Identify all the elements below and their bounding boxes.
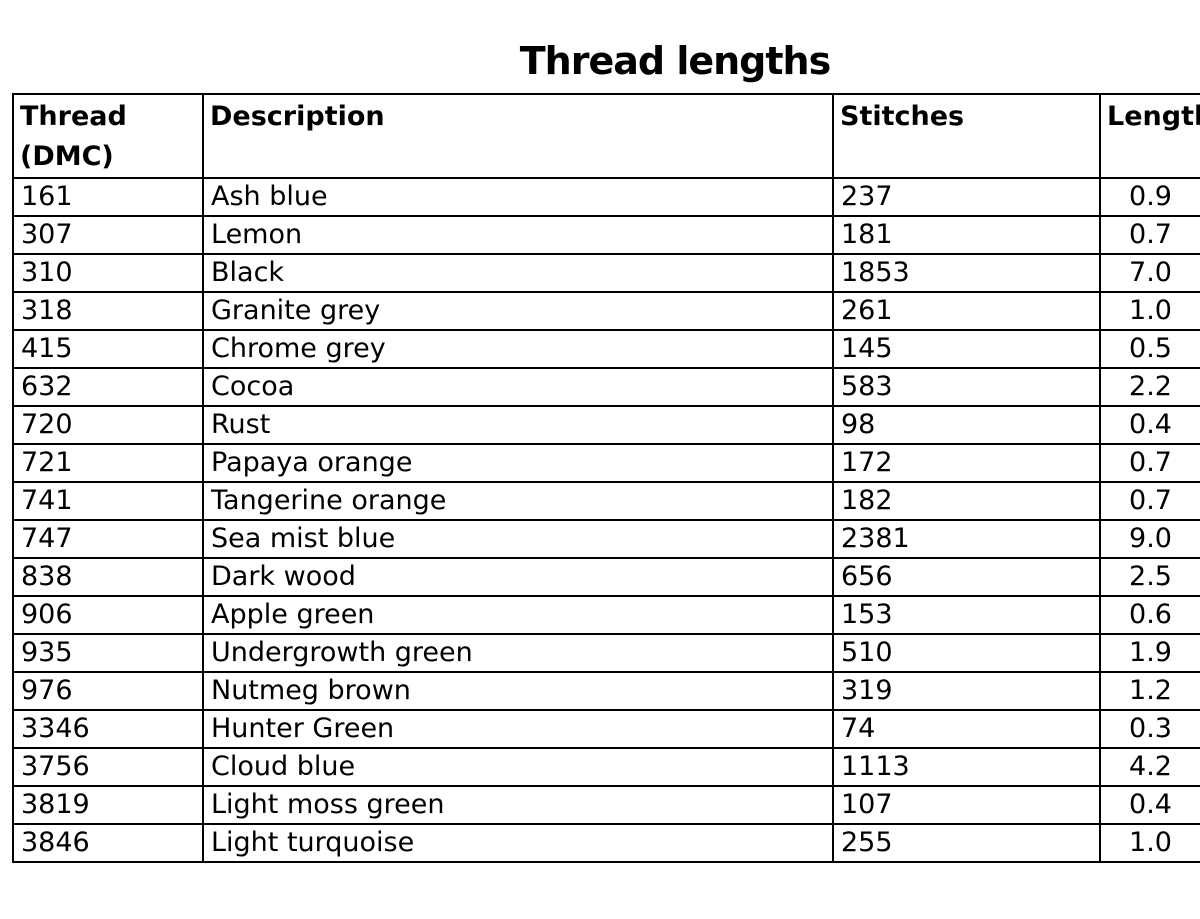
cell-thread: 976 <box>12 671 204 711</box>
cell-description: Lemon <box>202 215 834 255</box>
cell-stitches: 261 <box>832 291 1101 331</box>
cell-length: 1.0 <box>1099 823 1200 863</box>
cell-description: Cocoa <box>202 367 834 407</box>
cell-thread: 161 <box>12 177 204 217</box>
cell-thread: 720 <box>12 405 204 445</box>
cell-thread: 747 <box>12 519 204 559</box>
table-row: 976 Nutmeg brown 319 1.2 <box>12 671 1200 711</box>
cell-thread: 3819 <box>12 785 204 825</box>
cell-length: 0.4 <box>1099 405 1200 445</box>
cell-thread: 741 <box>12 481 204 521</box>
cell-stitches: 656 <box>832 557 1101 597</box>
table-row: 741 Tangerine orange 182 0.7 <box>12 481 1200 521</box>
cell-thread: 3846 <box>12 823 204 863</box>
cell-length: 0.5 <box>1099 329 1200 369</box>
cell-description: Apple green <box>202 595 834 635</box>
cell-description: Undergrowth green <box>202 633 834 673</box>
cell-stitches: 1853 <box>832 253 1101 293</box>
table-row: 318 Granite grey 261 1.0 <box>12 291 1200 331</box>
table-row: 415 Chrome grey 145 0.5 <box>12 329 1200 369</box>
table-row: 161 Ash blue 237 0.9 <box>12 177 1200 217</box>
cell-thread: 3756 <box>12 747 204 787</box>
cell-stitches: 319 <box>832 671 1101 711</box>
cell-length: 0.6 <box>1099 595 1200 635</box>
cell-description: Light turquoise <box>202 823 834 863</box>
table-row: 720 Rust 98 0.4 <box>12 405 1200 445</box>
cell-length: 1.9 <box>1099 633 1200 673</box>
cell-length: 7.0 <box>1099 253 1200 293</box>
cell-stitches: 1113 <box>832 747 1101 787</box>
cell-stitches: 74 <box>832 709 1101 749</box>
cell-stitches: 172 <box>832 443 1101 483</box>
table-header: Thread (DMC) Description Stitches Length… <box>12 93 1200 179</box>
table-row: 838 Dark wood 656 2.5 <box>12 557 1200 597</box>
column-header-length: Length (m) <box>1099 93 1200 179</box>
table-row: 906 Apple green 153 0.6 <box>12 595 1200 635</box>
cell-length: 1.2 <box>1099 671 1200 711</box>
cell-length: 2.2 <box>1099 367 1200 407</box>
table-row: 3846 Light turquoise 255 1.0 <box>12 823 1200 863</box>
cell-description: Rust <box>202 405 834 445</box>
cell-thread: 3346 <box>12 709 204 749</box>
table-row: 3346 Hunter Green 74 0.3 <box>12 709 1200 749</box>
table-row: 747 Sea mist blue 2381 9.0 <box>12 519 1200 559</box>
thread-lengths-table: Thread (DMC) Description Stitches Length… <box>12 93 1200 863</box>
cell-stitches: 182 <box>832 481 1101 521</box>
cell-description: Cloud blue <box>202 747 834 787</box>
column-header-description: Description <box>202 93 834 179</box>
cell-description: Dark wood <box>202 557 834 597</box>
cell-description: Papaya orange <box>202 443 834 483</box>
cell-stitches: 107 <box>832 785 1101 825</box>
cell-length: 4.2 <box>1099 747 1200 787</box>
table-body: 161 Ash blue 237 0.9 307 Lemon 181 0.7 3… <box>12 177 1200 863</box>
cell-stitches: 237 <box>832 177 1101 217</box>
cell-description: Chrome grey <box>202 329 834 369</box>
column-header-thread: Thread (DMC) <box>12 93 204 179</box>
cell-length: 1.0 <box>1099 291 1200 331</box>
page-title: Thread lengths <box>519 39 831 83</box>
table-row: 307 Lemon 181 0.7 <box>12 215 1200 255</box>
cell-thread: 721 <box>12 443 204 483</box>
cell-description: Granite grey <box>202 291 834 331</box>
table-header-row: Thread (DMC) Description Stitches Length… <box>12 93 1200 179</box>
cell-stitches: 2381 <box>832 519 1101 559</box>
cell-thread: 935 <box>12 633 204 673</box>
cell-length: 0.7 <box>1099 215 1200 255</box>
table-row: 721 Papaya orange 172 0.7 <box>12 443 1200 483</box>
cell-thread: 307 <box>12 215 204 255</box>
cell-description: Light moss green <box>202 785 834 825</box>
cell-stitches: 145 <box>832 329 1101 369</box>
cell-stitches: 255 <box>832 823 1101 863</box>
table-row: 632 Cocoa 583 2.2 <box>12 367 1200 407</box>
cell-length: 0.7 <box>1099 481 1200 521</box>
cell-stitches: 510 <box>832 633 1101 673</box>
cell-thread: 906 <box>12 595 204 635</box>
cell-description: Ash blue <box>202 177 834 217</box>
cell-length: 2.5 <box>1099 557 1200 597</box>
cell-length: 0.7 <box>1099 443 1200 483</box>
cell-stitches: 98 <box>832 405 1101 445</box>
cell-description: Sea mist blue <box>202 519 834 559</box>
cell-thread: 838 <box>12 557 204 597</box>
cell-stitches: 583 <box>832 367 1101 407</box>
cell-description: Tangerine orange <box>202 481 834 521</box>
table-row: 935 Undergrowth green 510 1.9 <box>12 633 1200 673</box>
cell-description: Black <box>202 253 834 293</box>
cell-thread: 318 <box>12 291 204 331</box>
cell-thread: 415 <box>12 329 204 369</box>
table-row: 3756 Cloud blue 1113 4.2 <box>12 747 1200 787</box>
cell-length: 9.0 <box>1099 519 1200 559</box>
cell-length: 0.9 <box>1099 177 1200 217</box>
cell-length: 0.3 <box>1099 709 1200 749</box>
cell-thread: 632 <box>12 367 204 407</box>
cell-stitches: 153 <box>832 595 1101 635</box>
cell-description: Hunter Green <box>202 709 834 749</box>
cell-stitches: 181 <box>832 215 1101 255</box>
table-row: 3819 Light moss green 107 0.4 <box>12 785 1200 825</box>
table-row: 310 Black 1853 7.0 <box>12 253 1200 293</box>
cell-thread: 310 <box>12 253 204 293</box>
column-header-stitches: Stitches <box>832 93 1101 179</box>
cell-description: Nutmeg brown <box>202 671 834 711</box>
cell-length: 0.4 <box>1099 785 1200 825</box>
